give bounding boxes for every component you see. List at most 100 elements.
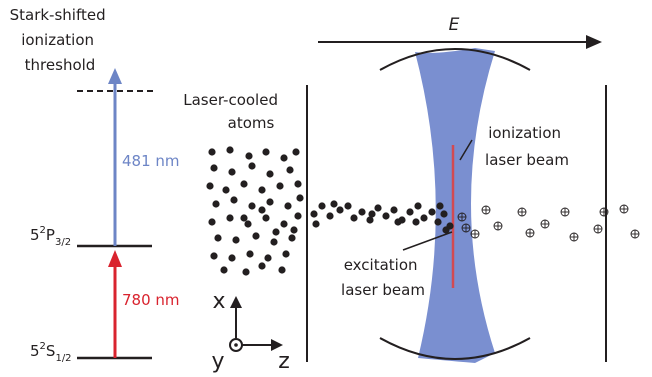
atom-dot xyxy=(226,146,234,154)
ion-stream xyxy=(457,204,640,242)
atom-dot xyxy=(222,186,230,194)
atom-dot xyxy=(292,148,300,156)
atom-dot xyxy=(245,152,253,160)
field-arrowhead xyxy=(586,35,602,49)
atom-dot xyxy=(366,216,374,224)
z-axis-label: z xyxy=(278,349,290,374)
ion xyxy=(481,205,491,215)
atom-dot xyxy=(240,180,248,188)
atom-dot xyxy=(350,214,358,222)
atom-dot xyxy=(296,194,304,202)
s12-level-label: 52S1/2 xyxy=(30,341,72,364)
atom-dot xyxy=(258,186,266,194)
atom-dot xyxy=(294,212,302,220)
ion xyxy=(461,223,471,233)
atom-dot xyxy=(290,226,298,234)
ion xyxy=(560,207,570,217)
ion xyxy=(517,207,527,217)
y-axis-dot xyxy=(234,343,238,347)
atom-dot xyxy=(230,196,238,204)
atom-dot xyxy=(226,214,234,222)
atom-dot xyxy=(248,202,256,210)
atom-dot xyxy=(310,210,318,218)
atom-cloud xyxy=(206,146,454,276)
z-axis-arrowhead xyxy=(271,339,283,351)
atom-dot xyxy=(318,202,326,210)
blue-arrowhead xyxy=(108,68,122,84)
atom-dot xyxy=(294,180,302,188)
field-label: E xyxy=(449,15,460,35)
ionization-beam-label: ionization laser beam xyxy=(485,124,569,169)
ion xyxy=(470,229,480,239)
atom-dot xyxy=(420,214,428,222)
atom-dot xyxy=(394,218,402,226)
atom-dot xyxy=(270,238,278,246)
atom-dot xyxy=(390,206,398,214)
atom-dot xyxy=(206,182,214,190)
atom-dot xyxy=(214,234,222,242)
atom-dot xyxy=(286,166,294,174)
atom-dot xyxy=(264,254,272,262)
ionization-beam xyxy=(415,48,495,363)
ion xyxy=(599,207,609,217)
atom-dot xyxy=(246,250,254,258)
atom-dot xyxy=(282,250,290,258)
atom-dot xyxy=(428,208,436,216)
atom-dot xyxy=(412,218,420,226)
atom-dot xyxy=(252,232,260,240)
atom-dot xyxy=(248,162,256,170)
atom-dot xyxy=(220,266,228,274)
atoms-label: Laser-cooled atoms xyxy=(183,91,283,132)
ion xyxy=(569,232,579,242)
atom-dot xyxy=(336,206,344,214)
atom-dot xyxy=(442,226,450,234)
red-wavelength-label: 780 nm xyxy=(122,291,180,309)
bottom-mirror xyxy=(379,337,531,360)
ion xyxy=(457,212,467,222)
atom-dot xyxy=(212,200,220,208)
threshold-label: Stark-shifted ionization threshold xyxy=(10,6,111,74)
atom-dot xyxy=(374,204,382,212)
atom-dot xyxy=(258,206,266,214)
ion xyxy=(525,228,535,238)
x-axis-label: x xyxy=(212,289,225,314)
ion xyxy=(493,221,503,231)
atom-dot xyxy=(242,268,250,276)
blue-wavelength-label: 481 nm xyxy=(122,152,180,170)
ionization-label-leader xyxy=(459,139,473,161)
atom-dot xyxy=(288,234,296,242)
atom-dot xyxy=(208,148,216,156)
atom-dot xyxy=(262,148,270,156)
atom-dot xyxy=(312,220,320,228)
y-axis-label: y xyxy=(211,349,224,374)
atom-dot xyxy=(414,202,422,210)
ion xyxy=(593,224,603,234)
atom-dot xyxy=(278,266,286,274)
top-mirror xyxy=(379,48,531,71)
atom-dot xyxy=(436,202,444,210)
excitation-label-leader xyxy=(402,231,453,251)
atom-dot xyxy=(210,252,218,260)
atom-dot xyxy=(382,212,390,220)
atom-dot xyxy=(368,210,376,218)
atom-dot xyxy=(440,210,448,218)
ion xyxy=(630,229,640,239)
atom-dot xyxy=(210,164,218,172)
red-arrowhead xyxy=(108,250,122,267)
atom-dot xyxy=(244,220,252,228)
atom-dot xyxy=(280,220,288,228)
atom-dot xyxy=(284,202,292,210)
atom-dot xyxy=(266,198,274,206)
atom-dot xyxy=(344,202,352,210)
p32-level-label: 52P3/2 xyxy=(30,225,71,248)
atom-dot xyxy=(208,218,216,226)
ion xyxy=(619,204,629,214)
atom-dot xyxy=(434,218,442,226)
atom-dot xyxy=(258,262,266,270)
atom-dot xyxy=(228,254,236,262)
atom-dot xyxy=(232,236,240,244)
excitation-beam-label: excitation laser beam xyxy=(341,256,425,299)
ion xyxy=(540,219,550,229)
